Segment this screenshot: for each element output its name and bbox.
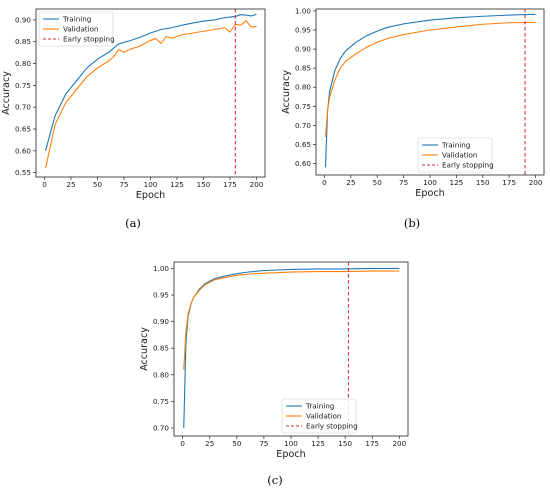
legend-label: Early stopping [63,35,115,44]
x-tick-label: 175 [502,178,516,187]
y-tick-label: 0.95 [295,25,311,34]
y-tick-label: 0.55 [15,168,31,177]
y-axis-title: Accuracy [1,71,12,115]
x-tick-label: 25 [346,178,355,187]
legend-box [417,137,493,173]
y-tick-label: 1.00 [295,6,311,15]
x-tick-label: 75 [119,180,128,189]
x-tick-label: 0 [42,180,47,189]
x-tick-label: 200 [392,439,406,448]
y-tick-label: 0.90 [15,15,31,24]
chart-panel-a: 0 25 50 75 100 125 150 175 200 0.55 0.60 0.65 0.70 0.… [1,8,266,201]
caption-c: (c) [267,473,282,487]
x-tick-label: 25 [205,439,214,448]
series-line-training [45,13,257,151]
x-tick-label: 50 [232,439,242,448]
y-tick-label: 0.65 [295,140,311,149]
y-tick-label: 0.70 [295,121,311,130]
y-tick-label: 0.85 [15,37,31,46]
legend-label: Early stopping [442,161,494,170]
y-tick-label: 0.60 [295,159,311,168]
x-tick-label: 175 [223,180,237,189]
legend-box [38,11,114,47]
x-tick-label: 150 [476,178,490,187]
x-tick-label: 0 [322,178,327,187]
x-tick-label: 175 [365,439,379,448]
x-axis-title: Epoch [415,188,444,199]
x-tick-label: 50 [373,178,383,187]
x-tick-label: 125 [311,439,325,448]
legend-box [281,398,357,434]
x-tick-label: 25 [66,180,75,189]
y-tick-label: 0.70 [15,103,31,112]
x-tick-label: 100 [284,439,298,448]
x-tick-label: 0 [180,439,185,448]
y-tick-label: 0.80 [295,83,311,92]
y-tick-label: 0.95 [153,290,169,299]
y-tick-label: 0.85 [295,64,311,73]
y-tick-label: 0.80 [153,370,169,379]
x-tick-label: 150 [197,180,211,189]
y-tick-label: 1.00 [153,264,169,273]
y-tick-label: 0.85 [153,344,169,353]
x-tick-label: 200 [250,180,264,189]
y-tick-label: 0.65 [15,125,31,134]
y-tick-label: 0.80 [15,59,31,68]
series-line-validation [324,21,536,137]
series-line-training [324,13,536,168]
series-line-validation [45,20,257,169]
y-tick-label: 0.90 [153,317,169,326]
x-tick-label: 125 [170,180,184,189]
y-axis-title: Accuracy [139,327,150,371]
y-tick-label: 0.70 [153,424,169,433]
legend-label: Training [305,402,334,411]
x-tick-label: 200 [529,178,543,187]
series-line-validation [183,270,400,370]
chart-panel-b: 0 25 50 75 100 125 150 175 200 0.60 0.65 0.70 0.75 0.… [281,6,545,199]
legend-label: Validation [63,25,99,34]
x-axis-title: Epoch [276,449,305,460]
y-tick-label: 0.90 [295,45,311,54]
y-tick-label: 0.75 [15,81,31,90]
x-tick-label: 150 [338,439,352,448]
caption-a: (a) [125,216,141,230]
chart-panel-c: 0 25 50 75 100 125 150 175 200 0.70 0.75 0.80 0.85 0.… [139,261,409,460]
x-tick-label: 75 [259,439,268,448]
x-tick-label: 125 [450,178,464,187]
x-tick-label: 100 [144,180,158,189]
y-tick-label: 0.75 [153,397,169,406]
caption-b: (b) [404,216,420,230]
legend-label: Validation [442,151,478,160]
y-axis-title: Accuracy [281,70,292,114]
y-tick-label: 0.60 [15,146,31,155]
y-tick-label: 0.75 [295,102,311,111]
legend-label: Training [441,141,470,150]
legend-label: Validation [306,412,342,421]
legend-label: Early stopping [306,422,358,431]
x-tick-label: 100 [423,178,437,187]
x-tick-label: 75 [399,178,408,187]
x-axis-title: Epoch [136,190,165,201]
x-tick-label: 50 [93,180,103,189]
legend-label: Training [62,15,91,24]
